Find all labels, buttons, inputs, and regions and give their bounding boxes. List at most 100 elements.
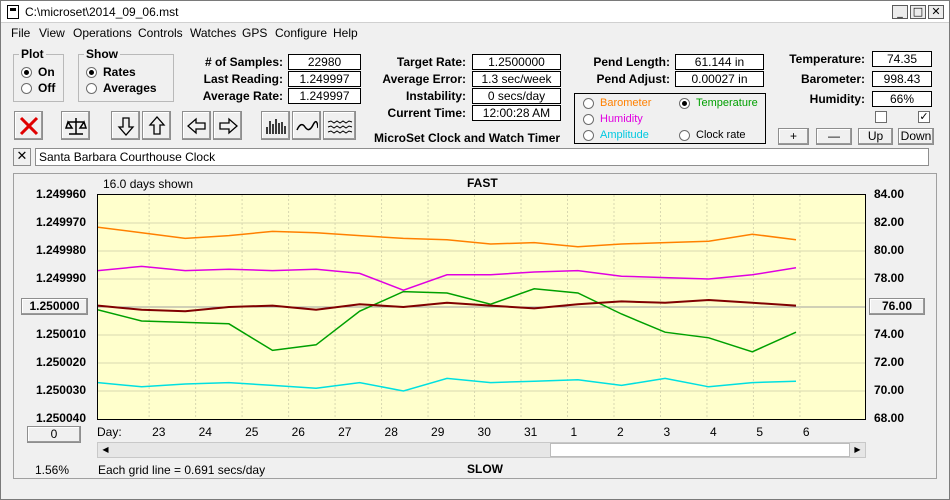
left-axis-tick-label: 1.250030	[35, 383, 86, 397]
radio-dot	[21, 82, 32, 94]
stop-button[interactable]	[14, 111, 43, 140]
down-arrow-button[interactable]	[111, 111, 140, 140]
right-axis-tick-label: 84.00	[874, 187, 905, 201]
checkbox-1[interactable]	[875, 111, 887, 123]
scale-down-button[interactable]: Down	[898, 128, 934, 145]
show-group	[78, 54, 174, 102]
clear-name-button[interactable]: ✕	[13, 148, 31, 166]
histogram-icon	[266, 119, 286, 134]
menu-bar: File View Operations Controls Watches GP…	[1, 23, 949, 43]
current-time-label: Current Time:	[387, 106, 466, 120]
plot-on-radio[interactable]: On	[21, 65, 55, 79]
sensor-amplitude-radio[interactable]: Amplitude	[583, 129, 649, 141]
x-axis-tick-label: 2	[616, 425, 624, 439]
scrollbar-thumb[interactable]	[550, 443, 850, 457]
app-icon	[7, 5, 19, 19]
minimize-button[interactable]: _	[892, 5, 908, 19]
right-arrow-button[interactable]	[213, 111, 242, 140]
right-axis-tick-label: 80.00	[874, 243, 905, 257]
temperature-label: Temperature:	[789, 52, 865, 66]
x-axis-tick-label: 4	[709, 425, 717, 439]
average-rate-label: Average Rate:	[202, 89, 283, 103]
clock-name-field[interactable]: Santa Barbara Courthouse Clock	[35, 148, 929, 166]
pend-adjust-label: Pend Adjust:	[596, 72, 670, 86]
sensor-clock-rate-radio[interactable]: Clock rate	[679, 129, 746, 141]
x-axis-tick-label: 27	[338, 425, 352, 439]
humidity-label: Humidity:	[809, 92, 865, 106]
checkbox-2[interactable]: ✓	[918, 110, 930, 123]
average-error-value: 1.3 sec/week	[472, 71, 561, 87]
menu-file[interactable]: File	[11, 26, 31, 40]
left-axis-tick-label: 1.249980	[35, 243, 86, 257]
sensor-select-box: Barometer Temperature Humidity Amplitude…	[574, 93, 766, 144]
left-axis-tick-label: 1.250010	[35, 327, 86, 341]
center-rate-button[interactable]: 1.250000	[21, 298, 88, 315]
menu-view[interactable]: View	[39, 26, 65, 40]
menu-gps[interactable]: GPS	[242, 26, 268, 40]
scroll-left-arrow-icon[interactable]: ◀	[102, 445, 109, 454]
up-arrow-button[interactable]	[142, 111, 171, 140]
show-group-title: Show	[84, 47, 120, 61]
x-axis-tick-label: 28	[384, 425, 398, 439]
x-axis-tick-label: 1	[570, 425, 578, 439]
horizontal-scrollbar[interactable]: ◀ ▶	[97, 442, 866, 458]
days-shown-label: 16.0 days shown	[103, 177, 194, 191]
x-axis-tick-label: 26	[291, 425, 305, 439]
sensor-barometer-radio[interactable]: Barometer	[583, 97, 651, 109]
x-axis-tick-label: 5	[756, 425, 764, 439]
radio-dot	[583, 129, 594, 141]
x-axis-tick-label: 6	[802, 425, 810, 439]
right-axis-tick-label: 72.00	[874, 355, 905, 369]
radio-dot	[583, 113, 594, 125]
series-line-humidity	[97, 265, 797, 291]
wave-icon	[296, 120, 318, 131]
samples-label: # of Samples:	[204, 55, 283, 69]
grid-note-label: Each grid line = 0.691 secs/day	[98, 463, 266, 477]
barometer-label: Barometer:	[800, 72, 865, 86]
menu-controls[interactable]: Controls	[138, 26, 183, 40]
slow-label: SLOW	[467, 462, 503, 476]
target-rate-label: Target Rate:	[396, 55, 466, 69]
smooth-view-button[interactable]	[292, 111, 321, 140]
menu-watches[interactable]: Watches	[190, 26, 237, 40]
scale-plus-button[interactable]: +	[778, 128, 809, 145]
scale-minus-button[interactable]: —	[816, 128, 852, 145]
close-window-button[interactable]: ✕	[928, 5, 944, 19]
left-arrow-button[interactable]	[182, 111, 211, 140]
left-axis-tick-label: 1.250020	[35, 355, 86, 369]
show-averages-radio[interactable]: Averages	[86, 81, 157, 95]
last-reading-label: Last Reading:	[203, 72, 283, 86]
scale-balance-icon	[65, 118, 87, 135]
menu-operations[interactable]: Operations	[73, 26, 132, 40]
radio-dot	[583, 97, 594, 109]
menu-help[interactable]: Help	[333, 26, 358, 40]
maximize-button[interactable]: □	[910, 5, 926, 19]
app-name-label: MicroSet Clock and Watch Timer	[374, 131, 561, 145]
scroll-right-arrow-icon[interactable]: ▶	[854, 445, 861, 454]
plot-off-radio[interactable]: Off	[21, 81, 55, 95]
plot-on-label: On	[38, 65, 55, 79]
scale-up-button[interactable]: Up	[858, 128, 893, 145]
noise-view-button[interactable]	[323, 111, 356, 140]
menu-configure[interactable]: Configure	[275, 26, 328, 40]
right-axis-tick-label: 70.00	[874, 383, 905, 397]
average-error-label: Average Error:	[382, 72, 466, 86]
rate-chart	[97, 195, 865, 419]
calibrate-button[interactable]	[61, 111, 90, 140]
sensor-temperature-radio[interactable]: Temperature	[679, 97, 758, 109]
show-rates-label: Rates	[103, 65, 136, 79]
sensor-humidity-radio[interactable]: Humidity	[583, 113, 643, 125]
red-x-icon	[19, 116, 39, 136]
target-rate-value[interactable]: 1.2500000	[472, 54, 561, 70]
center-temp-button[interactable]: 76.00	[869, 298, 925, 315]
x-axis-tick-label: 24	[198, 425, 212, 439]
show-rates-radio[interactable]: Rates	[86, 65, 136, 79]
series-line-temperature	[97, 288, 797, 353]
pend-length-value: 61.144 in	[675, 54, 764, 70]
plot-off-label: Off	[38, 81, 56, 95]
temperature-value: 74.35	[872, 51, 932, 67]
radio-dot	[679, 97, 690, 109]
offset-zero-button[interactable]: 0	[27, 426, 81, 443]
histogram-view-button[interactable]	[261, 111, 290, 140]
